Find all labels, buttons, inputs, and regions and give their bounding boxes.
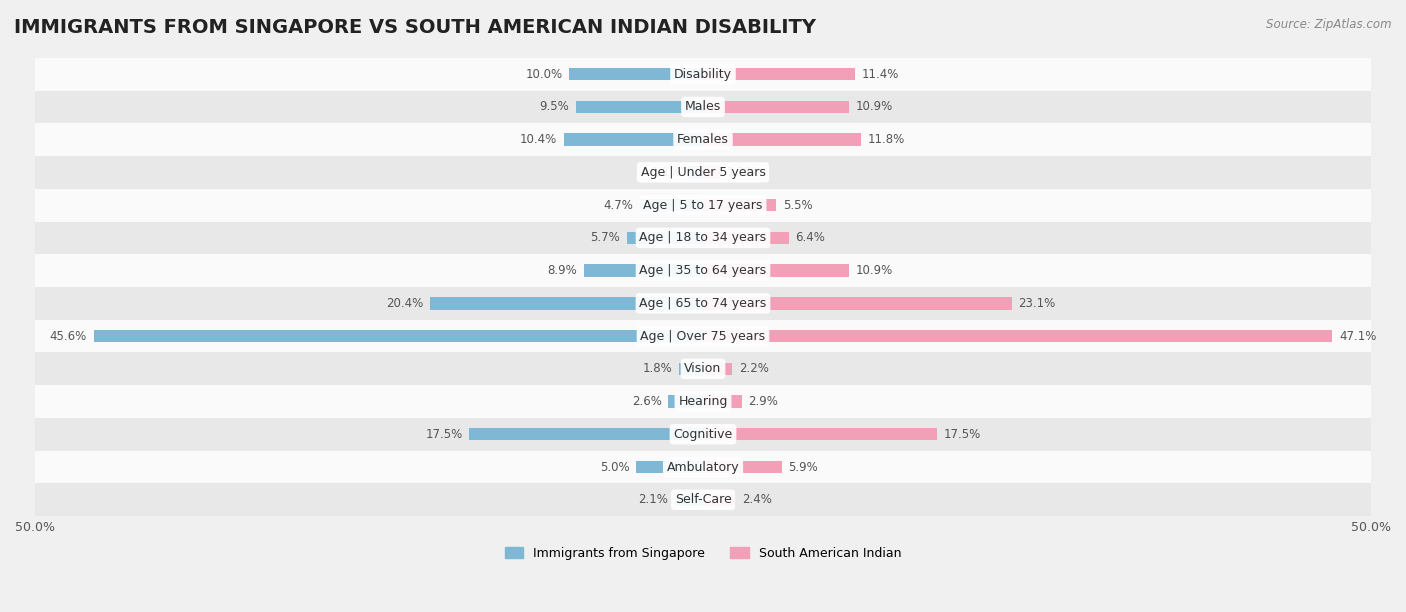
Bar [35, 188, 1371, 222]
Text: Self-Care: Self-Care [675, 493, 731, 506]
Text: 45.6%: 45.6% [49, 330, 87, 343]
Text: IMMIGRANTS FROM SINGAPORE VS SOUTH AMERICAN INDIAN DISABILITY: IMMIGRANTS FROM SINGAPORE VS SOUTH AMERI… [14, 18, 815, 37]
Bar [703, 166, 720, 179]
Text: 2.4%: 2.4% [742, 493, 772, 506]
Bar [703, 232, 789, 244]
Text: 2.9%: 2.9% [748, 395, 779, 408]
Text: Vision: Vision [685, 362, 721, 375]
Bar [703, 330, 1333, 342]
Text: 6.4%: 6.4% [796, 231, 825, 244]
Text: 5.9%: 5.9% [789, 460, 818, 474]
Bar [430, 297, 703, 310]
Text: 4.7%: 4.7% [603, 199, 634, 212]
Text: Males: Males [685, 100, 721, 113]
Bar [35, 156, 1371, 188]
Text: Females: Females [678, 133, 728, 146]
Bar [35, 91, 1371, 123]
Text: 2.6%: 2.6% [631, 395, 662, 408]
Text: 23.1%: 23.1% [1018, 297, 1056, 310]
Bar [35, 450, 1371, 483]
Bar [703, 133, 860, 146]
Text: 47.1%: 47.1% [1339, 330, 1376, 343]
Text: 5.5%: 5.5% [783, 199, 813, 212]
Text: 5.0%: 5.0% [600, 460, 630, 474]
Text: 20.4%: 20.4% [387, 297, 423, 310]
Text: Disability: Disability [673, 68, 733, 81]
Text: 1.3%: 1.3% [727, 166, 756, 179]
Bar [35, 483, 1371, 516]
Text: 5.7%: 5.7% [591, 231, 620, 244]
Bar [703, 297, 1011, 310]
Bar [35, 319, 1371, 353]
Text: Ambulatory: Ambulatory [666, 460, 740, 474]
Text: 10.9%: 10.9% [855, 264, 893, 277]
Text: 17.5%: 17.5% [425, 428, 463, 441]
Bar [703, 428, 936, 441]
Text: 10.4%: 10.4% [520, 133, 557, 146]
Text: 10.9%: 10.9% [855, 100, 893, 113]
Text: Age | 35 to 64 years: Age | 35 to 64 years [640, 264, 766, 277]
Bar [703, 199, 776, 211]
Bar [35, 353, 1371, 385]
Text: Source: ZipAtlas.com: Source: ZipAtlas.com [1267, 18, 1392, 31]
Text: Age | Under 5 years: Age | Under 5 years [641, 166, 765, 179]
Text: Hearing: Hearing [678, 395, 728, 408]
Bar [679, 362, 703, 375]
Text: 17.5%: 17.5% [943, 428, 981, 441]
Text: 8.9%: 8.9% [548, 264, 578, 277]
Text: 9.5%: 9.5% [540, 100, 569, 113]
Text: Age | Over 75 years: Age | Over 75 years [641, 330, 765, 343]
Text: 1.8%: 1.8% [643, 362, 672, 375]
Bar [636, 461, 703, 473]
Bar [668, 395, 703, 408]
Bar [94, 330, 703, 342]
Text: 10.0%: 10.0% [526, 68, 562, 81]
Bar [35, 418, 1371, 450]
Text: 11.4%: 11.4% [862, 68, 900, 81]
Bar [569, 68, 703, 80]
Bar [640, 199, 703, 211]
Bar [35, 222, 1371, 254]
Text: Cognitive: Cognitive [673, 428, 733, 441]
Bar [703, 362, 733, 375]
Bar [564, 133, 703, 146]
Text: 2.2%: 2.2% [740, 362, 769, 375]
Text: Age | 65 to 74 years: Age | 65 to 74 years [640, 297, 766, 310]
Bar [35, 58, 1371, 91]
Bar [703, 493, 735, 506]
Text: 1.1%: 1.1% [652, 166, 682, 179]
Text: 2.1%: 2.1% [638, 493, 668, 506]
Bar [675, 493, 703, 506]
Bar [35, 254, 1371, 287]
Text: Age | 18 to 34 years: Age | 18 to 34 years [640, 231, 766, 244]
Bar [35, 385, 1371, 418]
Bar [703, 461, 782, 473]
Bar [689, 166, 703, 179]
Bar [703, 101, 849, 113]
Bar [35, 287, 1371, 319]
Legend: Immigrants from Singapore, South American Indian: Immigrants from Singapore, South America… [499, 542, 907, 565]
Bar [703, 264, 849, 277]
Bar [703, 395, 742, 408]
Text: Age | 5 to 17 years: Age | 5 to 17 years [644, 199, 762, 212]
Bar [35, 123, 1371, 156]
Bar [576, 101, 703, 113]
Text: 11.8%: 11.8% [868, 133, 904, 146]
Bar [627, 232, 703, 244]
Bar [470, 428, 703, 441]
Bar [703, 68, 855, 80]
Bar [583, 264, 703, 277]
